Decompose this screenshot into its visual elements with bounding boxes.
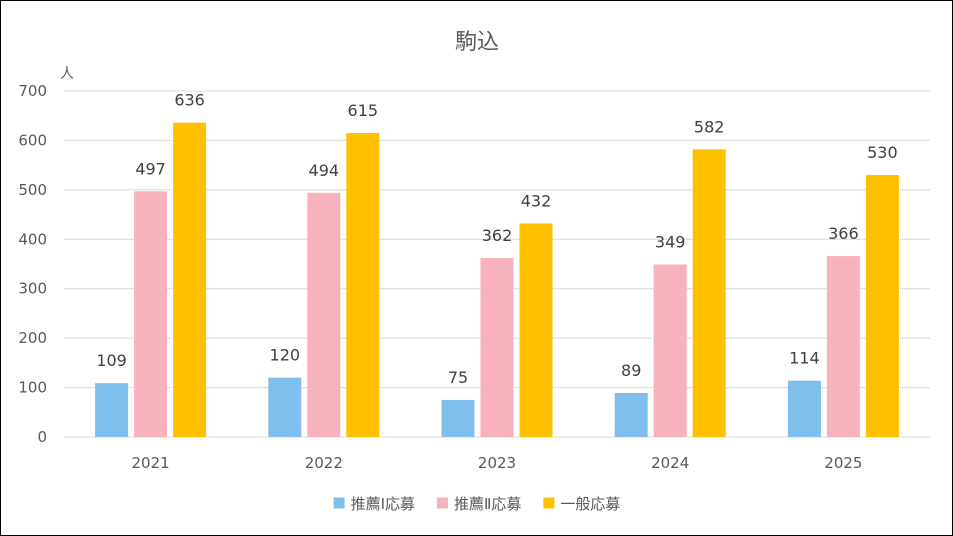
y-tick-label: 300 [18,280,47,298]
bar [441,399,475,437]
bar [134,191,168,437]
x-tick-label: 2025 [824,454,862,472]
data-label: 366 [828,224,859,243]
data-label: 530 [867,143,898,162]
bar [307,192,341,437]
bar [173,122,207,438]
chart-title: 駒込 [455,30,499,55]
bar [826,256,860,437]
y-tick-label: 100 [18,379,47,397]
data-label: 75 [448,368,468,387]
data-label: 497 [135,159,166,178]
legend-swatch [543,497,555,509]
bar [865,175,899,437]
legend-swatch [333,497,345,509]
data-label: 362 [482,226,513,245]
legend-label: 一般応募 [560,495,620,513]
bar [692,149,726,437]
x-tick-label: 2023 [478,454,516,472]
x-tick-label: 2021 [132,454,170,472]
legend-label: 推薦Ⅱ応募 [454,495,521,513]
data-label: 432 [521,191,552,210]
data-label: 615 [348,101,379,120]
bars [95,122,899,438]
legend: 推薦Ⅰ応募 推薦Ⅱ応募 一般応募 [333,495,620,513]
bar [346,133,380,437]
data-label: 494 [309,161,340,180]
y-tick-label: 500 [18,181,47,199]
data-labels: 109 497 636 120 494 615 75 362 432 89 349 582 114 366… [96,91,897,387]
bar [268,377,302,437]
bar [480,258,514,437]
data-label: 114 [789,349,820,368]
data-label: 120 [270,346,301,365]
y-axis-ticks: 0 100 200 300 400 500 600 700 [18,82,47,446]
legend-swatch [437,497,449,509]
data-label: 636 [174,91,205,110]
x-tick-label: 2022 [305,454,343,472]
data-label: 109 [96,351,127,370]
data-label: 582 [694,117,725,136]
bar [653,264,687,437]
y-tick-label: 600 [18,131,47,149]
legend-label: 推薦Ⅰ応募 [351,495,415,513]
data-label: 89 [621,361,641,380]
x-tick-label: 2024 [651,454,689,472]
data-label: 349 [655,232,686,251]
bar [95,383,129,437]
y-tick-label: 400 [18,230,47,248]
y-axis-unit-label: 人 [60,66,74,82]
bar [614,393,648,437]
bar [787,380,821,437]
y-tick-label: 700 [18,82,47,100]
y-tick-label: 200 [18,329,47,347]
y-tick-label: 0 [37,428,47,446]
x-axis-ticks: 2021 2022 2023 2024 2025 [132,454,863,472]
bar [519,223,553,437]
